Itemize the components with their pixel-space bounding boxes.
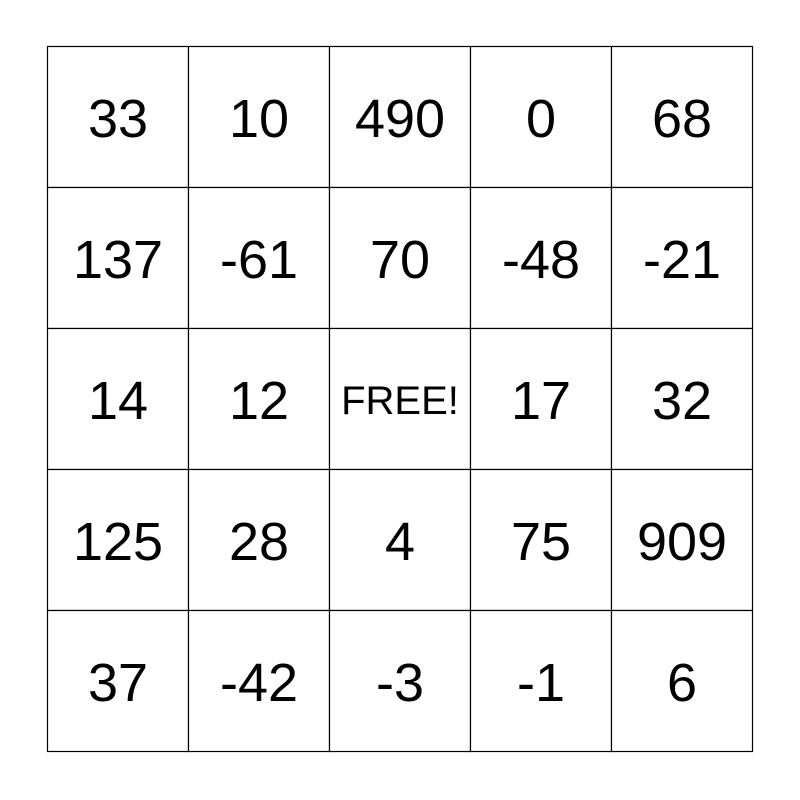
- cell-text: 10: [229, 89, 289, 149]
- bingo-cell: [610, 186, 754, 330]
- cell-text: 33: [88, 89, 148, 149]
- bingo-cell: [610, 45, 754, 189]
- bingo-cell: [46, 468, 190, 612]
- cell-text: 909: [637, 512, 727, 572]
- bingo-cell: [328, 609, 472, 753]
- bingo-cell: [610, 327, 754, 471]
- bingo-cell: [469, 468, 613, 612]
- bingo-cell: [328, 327, 472, 471]
- cell-text: 70: [370, 230, 430, 290]
- bingo-cell: [46, 45, 190, 189]
- cell-text: 68: [652, 89, 712, 149]
- cell-text: -61: [220, 230, 298, 290]
- cell-text: -1: [517, 653, 565, 713]
- bingo-cell: [46, 186, 190, 330]
- bingo-cell: [328, 186, 472, 330]
- cell-text: 14: [88, 371, 148, 431]
- cell-text: 12: [229, 371, 289, 431]
- bingo-cell: [328, 468, 472, 612]
- bingo-cell: [187, 45, 331, 189]
- bingo-cell: [46, 609, 190, 753]
- bingo-cell: [610, 609, 754, 753]
- cell-text: -48: [502, 230, 580, 290]
- bingo-cell: [187, 468, 331, 612]
- cell-text: 0: [526, 89, 556, 149]
- cell-text: 125: [73, 512, 163, 572]
- bingo-cell: [187, 327, 331, 471]
- cell-text: 37: [88, 653, 148, 713]
- bingo-cell: [187, 609, 331, 753]
- bingo-cell: [328, 45, 472, 189]
- cell-text: 32: [652, 371, 712, 431]
- cell-text: 28: [229, 512, 289, 572]
- cell-text: 4: [385, 512, 415, 572]
- cell-text: 17: [511, 371, 571, 431]
- cell-text: -3: [376, 653, 424, 713]
- cell-text: 75: [511, 512, 571, 572]
- cell-text: 6: [667, 653, 697, 713]
- bingo-cell: [469, 45, 613, 189]
- cell-text: 490: [355, 89, 445, 149]
- cell-text: 137: [73, 230, 163, 290]
- bingo-cell: [610, 468, 754, 612]
- cell-text: -42: [220, 653, 298, 713]
- bingo-cell: [469, 327, 613, 471]
- cell-text: FREE!: [341, 379, 459, 423]
- cell-text: -21: [643, 230, 721, 290]
